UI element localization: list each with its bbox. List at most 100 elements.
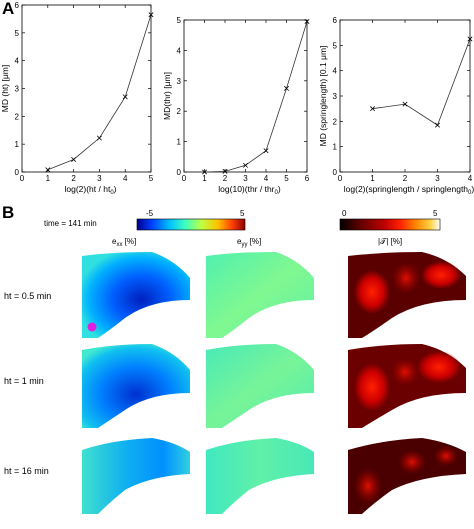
data-point bbox=[467, 36, 473, 42]
y-tick-label: 4 bbox=[15, 57, 20, 66]
data-point bbox=[284, 85, 289, 91]
colorbar-abs-min: 0 bbox=[342, 209, 347, 218]
x-tick-label: 1 bbox=[46, 174, 51, 183]
y-tick-label: 2 bbox=[333, 117, 338, 126]
plot-frame bbox=[339, 19, 471, 173]
x-tick-label: 3 bbox=[435, 174, 440, 183]
x-tick-label: 2 bbox=[223, 174, 228, 183]
x-tick-label: 2 bbox=[71, 174, 76, 183]
hot-spot bbox=[417, 351, 461, 383]
row-label-0: ht = 0.5 min bbox=[4, 291, 51, 301]
colorbar-strain-min: -5 bbox=[146, 209, 154, 218]
x-axis-label: log(2)(ht / ht0) bbox=[64, 184, 116, 196]
x-tick-label: 4 bbox=[468, 174, 473, 183]
y-tick-label: 4 bbox=[177, 46, 182, 55]
panel-b-label: B bbox=[2, 203, 14, 222]
heatmap-exx-row-1 bbox=[82, 344, 190, 428]
y-tick-label: 5 bbox=[15, 29, 20, 38]
column-label-eyy: eyy [%] bbox=[237, 237, 261, 248]
time-label: time = 141 min bbox=[44, 219, 97, 228]
y-axis-label: MD (ht) [μm] bbox=[0, 65, 10, 112]
x-tick-label: 5 bbox=[149, 174, 154, 183]
y-tick-label: 5 bbox=[177, 16, 182, 25]
data-point bbox=[370, 106, 375, 112]
data-point bbox=[122, 94, 128, 100]
hot-spot bbox=[392, 262, 420, 294]
x-tick-label: 4 bbox=[123, 174, 128, 183]
data-point bbox=[222, 168, 228, 174]
y-tick-label: 3 bbox=[333, 92, 338, 101]
y-tick-label: 6 bbox=[333, 16, 338, 25]
hot-spot bbox=[354, 363, 390, 411]
heatmap-exx-row-2 bbox=[82, 438, 190, 514]
data-point bbox=[263, 148, 269, 154]
row-label-2: ht = 16 min bbox=[4, 466, 49, 476]
heatmap-exx-row-0 bbox=[82, 252, 190, 338]
data-point bbox=[71, 156, 77, 162]
y-tick-label: 3 bbox=[177, 77, 182, 86]
data-point bbox=[96, 135, 102, 141]
hot-spot bbox=[398, 450, 426, 474]
data-point bbox=[148, 12, 154, 18]
data-point bbox=[402, 101, 408, 107]
x-tick-label: 0 bbox=[20, 174, 25, 183]
panel-a-label: A bbox=[2, 0, 14, 18]
heatmap-eyy-row-0 bbox=[206, 252, 314, 338]
y-axis-label: MD (springlength) [0.1 μm] bbox=[318, 46, 328, 147]
x-tick-label: 0 bbox=[182, 174, 187, 183]
y-tick-label: 3 bbox=[15, 85, 20, 94]
colorbar-strain bbox=[136, 218, 246, 231]
x-axis-label: log(2)(springlength / springlength0) bbox=[344, 184, 474, 196]
data-point bbox=[435, 122, 440, 128]
x-tick-label: 1 bbox=[370, 174, 375, 183]
plot-frame bbox=[183, 19, 308, 173]
series-line bbox=[204, 21, 308, 173]
y-tick-label: 0 bbox=[333, 168, 338, 177]
x-tick-label: 0 bbox=[338, 174, 343, 183]
hot-spot bbox=[354, 270, 390, 314]
y-tick-label: 2 bbox=[15, 112, 20, 121]
tracking-marker bbox=[87, 322, 97, 332]
column-label-exx: exx [%] bbox=[112, 237, 136, 248]
hot-spot bbox=[391, 358, 419, 386]
y-tick-label: 1 bbox=[333, 143, 338, 152]
x-tick-label: 5 bbox=[284, 174, 289, 183]
y-tick-label: 5 bbox=[333, 41, 338, 50]
chart-md-ht: 0 1 2 3 4 5 0 1 2 3 4 5 6 log(2)(ht / ht0) MD (ht) [μm… bbox=[0, 1, 154, 196]
column-label-abs: |𝒯| [%] bbox=[378, 237, 402, 246]
x-tick-label: 3 bbox=[243, 174, 248, 183]
x-axis-label: log(10)(thr / thr0) bbox=[218, 184, 281, 196]
y-tick-label: 1 bbox=[15, 140, 20, 149]
colorbar-abs-max: 5 bbox=[433, 209, 438, 218]
x-tick-label: 6 bbox=[305, 174, 310, 183]
data-point bbox=[202, 169, 207, 175]
y-axis-label: MD(thr) [μm] bbox=[162, 72, 172, 120]
series-line bbox=[47, 14, 152, 171]
heatmap-eyy-row-1 bbox=[206, 344, 314, 428]
chart-md-springlength: 0 1 2 3 4 0 1 2 3 4 5 6 log(2)(springlength / spring… bbox=[318, 16, 474, 196]
y-tick-label: 0 bbox=[177, 168, 182, 177]
x-tick-label: 1 bbox=[202, 174, 207, 183]
plot-frame bbox=[21, 4, 152, 173]
hot-spot bbox=[434, 446, 458, 466]
y-tick-label: 1 bbox=[177, 138, 182, 147]
x-tick-label: 2 bbox=[403, 174, 408, 183]
x-tick-label: 4 bbox=[264, 174, 269, 183]
colorbar-strain-max: 5 bbox=[240, 209, 245, 218]
y-tick-label: 6 bbox=[15, 1, 20, 10]
row-label-1: ht = 1 min bbox=[4, 376, 44, 386]
series-line bbox=[372, 38, 471, 126]
y-tick-label: 4 bbox=[333, 67, 338, 76]
hot-spot bbox=[354, 468, 382, 504]
x-tick-label: 3 bbox=[97, 174, 102, 183]
colorbar-abs bbox=[339, 218, 441, 231]
data-point bbox=[243, 162, 248, 168]
y-tick-label: 2 bbox=[177, 107, 182, 116]
y-tick-label: 0 bbox=[15, 168, 20, 177]
hot-spot bbox=[421, 261, 461, 289]
data-point bbox=[45, 167, 51, 173]
data-point bbox=[304, 19, 310, 25]
heatmap-eyy-row-2 bbox=[206, 438, 314, 514]
